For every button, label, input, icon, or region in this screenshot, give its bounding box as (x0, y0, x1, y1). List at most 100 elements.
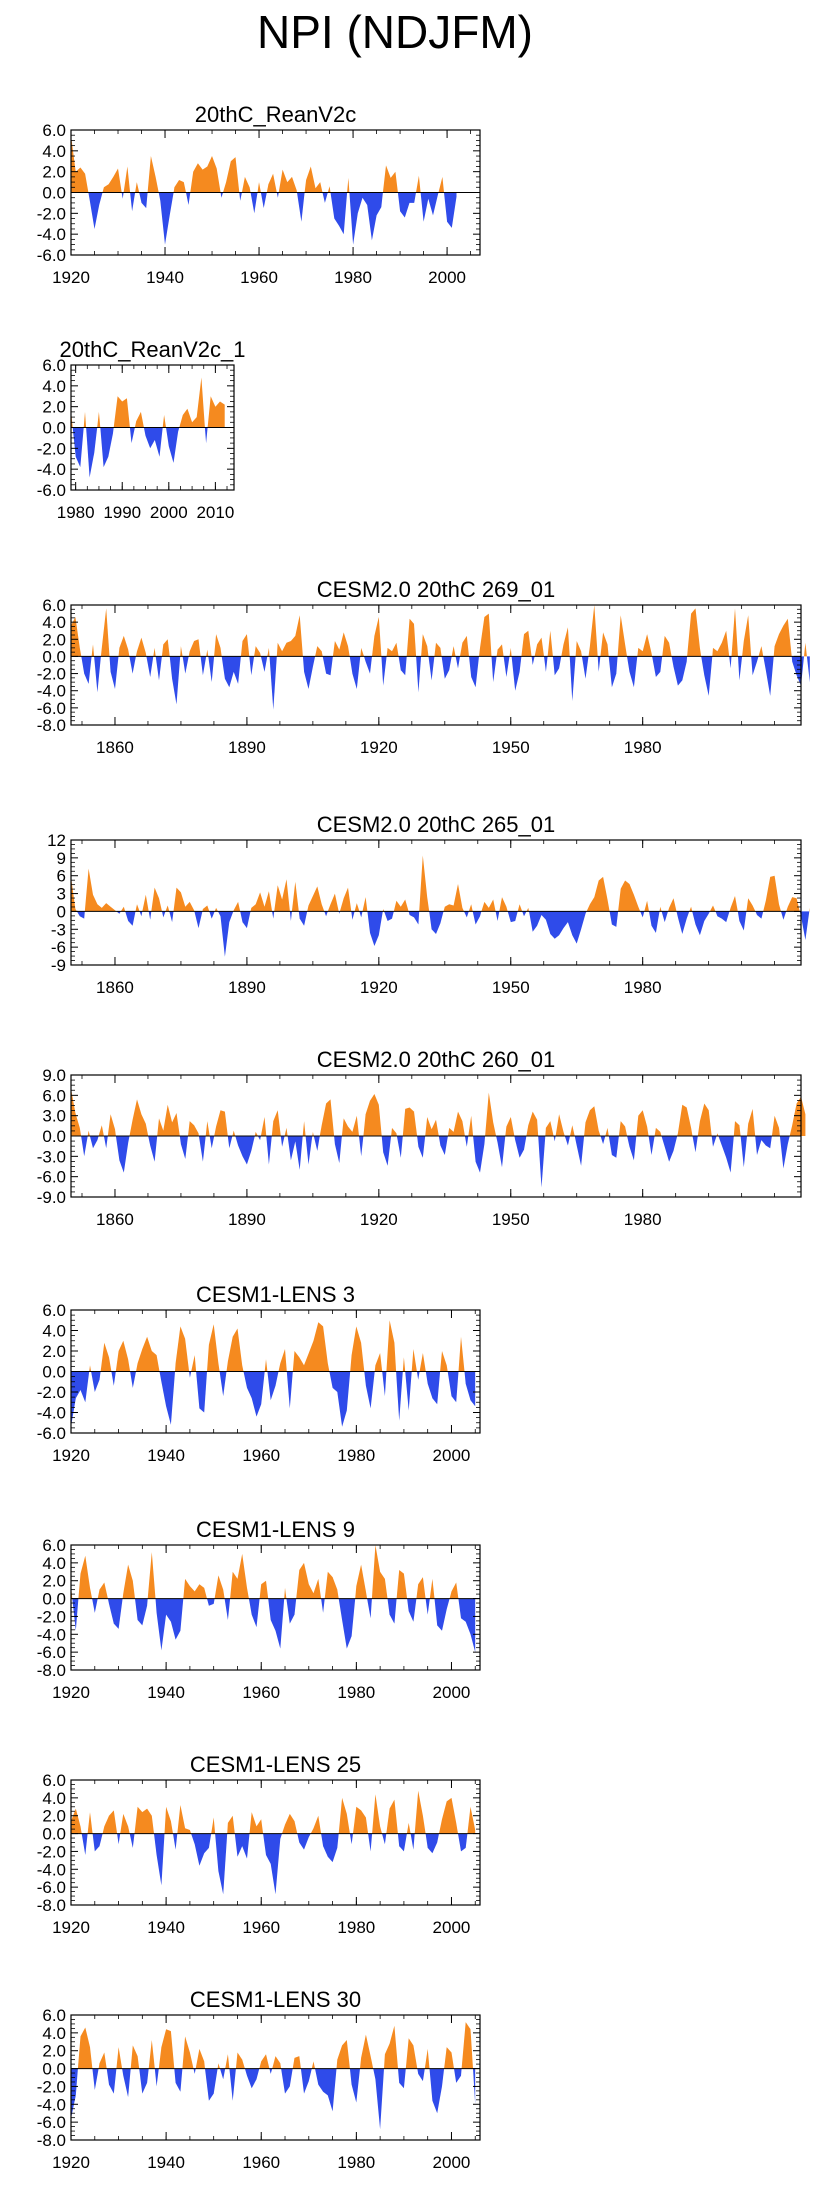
negative-area (129, 656, 136, 674)
y-tick-label: 0.0 (42, 1127, 66, 1146)
positive-area (434, 642, 442, 657)
x-tick-label: 1920 (360, 738, 398, 757)
positive-area (157, 1104, 180, 1136)
negative-area (779, 1136, 790, 1169)
negative-area (676, 911, 690, 934)
positive-area (206, 649, 209, 657)
positive-area (746, 898, 756, 912)
positive-area (260, 1117, 267, 1136)
negative-area (751, 656, 759, 676)
y-tick-label: 0.0 (42, 647, 66, 666)
positive-area (233, 901, 241, 912)
x-tick-label: 1920 (52, 1683, 90, 1702)
positive-area (98, 2052, 107, 2069)
positive-area (188, 1121, 199, 1136)
negative-area (260, 656, 268, 672)
positive-area (561, 627, 570, 657)
negative-area (324, 911, 328, 917)
positive-area (526, 907, 529, 912)
negative-area (373, 2068, 384, 2130)
negative-area (154, 1833, 165, 1886)
negative-area (121, 192, 124, 199)
positive-area (496, 644, 504, 657)
positive-area (332, 632, 350, 657)
positive-area (424, 2048, 430, 2069)
x-tick-label: 1980 (624, 738, 662, 757)
y-tick-label: 4.0 (42, 2024, 66, 2043)
positive-area (499, 897, 508, 912)
negative-area (469, 656, 479, 688)
positive-area (271, 1110, 281, 1136)
chart-title: 20thC_ReanV2c_1 (60, 337, 246, 362)
positive-area (142, 894, 149, 912)
positive-area (677, 1104, 693, 1136)
positive-area (716, 1133, 719, 1136)
x-tick-label: 1980 (624, 1210, 662, 1229)
positive-area (116, 2047, 123, 2069)
positive-area (98, 1125, 104, 1136)
positive-area (439, 1797, 458, 1834)
y-tick-label: 6.0 (42, 1536, 66, 1555)
positive-area (689, 906, 693, 912)
positive-area (391, 1127, 397, 1136)
y-tick-label: 0.0 (42, 1825, 66, 1844)
negative-area (364, 656, 372, 674)
positive-area (102, 168, 122, 193)
positive-area (91, 644, 95, 657)
y-tick-label: 4.0 (42, 1789, 66, 1808)
positive-area (372, 1794, 382, 1834)
negative-area (334, 1136, 342, 1164)
negative-area (553, 1136, 556, 1142)
negative-area (718, 1136, 734, 1173)
positive-area (259, 1580, 269, 1599)
positive-area (729, 896, 738, 912)
negative-area (200, 656, 207, 676)
negative-area (268, 1598, 285, 1649)
negative-area (146, 656, 154, 677)
positive-area (97, 411, 101, 428)
negative-area (531, 656, 535, 665)
negative-area (257, 1136, 261, 1141)
positive-area (71, 617, 82, 657)
negative-area (441, 656, 452, 679)
y-tick-label: 4.0 (42, 142, 66, 161)
negative-area (115, 1136, 130, 1173)
negative-area (322, 192, 328, 203)
positive-area (227, 1815, 235, 1834)
negative-area (229, 2068, 236, 2101)
positive-area (78, 1555, 93, 1599)
negative-area (162, 911, 166, 918)
x-tick-label: 1980 (337, 2153, 375, 2172)
positive-area (282, 1813, 298, 1834)
positive-area (182, 2036, 194, 2069)
y-tick-label: -2.0 (37, 204, 66, 223)
negative-area (455, 656, 460, 669)
positive-area (97, 1582, 108, 1599)
positive-area (226, 1328, 244, 1372)
positive-area (414, 1790, 426, 1834)
x-tick-label: 1990 (103, 503, 141, 522)
negative-area (215, 1833, 228, 1895)
positive-area (278, 169, 297, 193)
positive-area (449, 1582, 459, 1599)
positive-area (411, 1349, 417, 1372)
positive-area (440, 1351, 448, 1372)
negative-area (250, 192, 258, 214)
positive-area (360, 2034, 374, 2069)
x-tick-label: 1950 (492, 1210, 530, 1229)
y-tick-label: -8.0 (37, 716, 66, 735)
positive-area (292, 1322, 330, 1372)
negative-area (218, 911, 234, 957)
negative-area (806, 656, 810, 683)
negative-area (313, 1136, 320, 1151)
positive-area (618, 1121, 628, 1136)
negative-area (240, 911, 251, 929)
positive-area (214, 1110, 228, 1136)
negative-area (597, 656, 601, 672)
positive-area (87, 1130, 90, 1136)
negative-area (272, 911, 275, 919)
positive-area (134, 1806, 154, 1834)
negative-area (408, 911, 420, 925)
y-tick-label: 9.0 (42, 1066, 66, 1085)
